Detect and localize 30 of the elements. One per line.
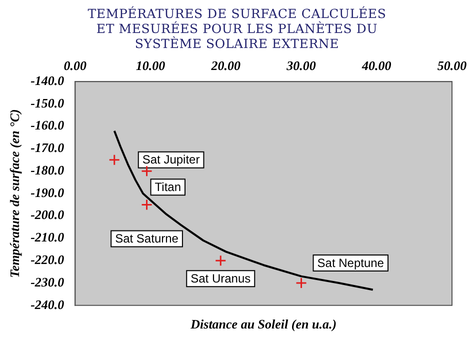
y-tick-label: -230.0 bbox=[30, 274, 65, 290]
x-tick-label: 40.00 bbox=[361, 58, 392, 74]
x-tick-label: 30.00 bbox=[286, 58, 316, 74]
point bbox=[141, 165, 153, 177]
point bbox=[214, 254, 226, 266]
x-tick-label: 50.00 bbox=[437, 58, 468, 74]
annotation: Sat Saturne bbox=[115, 232, 179, 246]
y-tick-label: -200.0 bbox=[30, 207, 65, 222]
y-tick-label: -150.0 bbox=[30, 95, 65, 110]
y-tick-label: -210.0 bbox=[30, 230, 65, 245]
y-tick-label: -170.0 bbox=[30, 140, 65, 156]
annotation: Sat Jupiter bbox=[142, 152, 200, 167]
annotation: Sat Neptune bbox=[317, 256, 384, 270]
x-tick-label: 10.00 bbox=[136, 58, 166, 74]
point bbox=[141, 198, 153, 210]
y-tick-label: -180.0 bbox=[30, 162, 65, 178]
chart-title: TEMPÉRATURES DE SURFACE CALCULÉES ET MESURÉES POUR LES PLANÈTES DU SYSTÈME SOLAIRE EXTERNE bbox=[87, 6, 387, 53]
point bbox=[296, 277, 308, 289]
x-axis-title: Distance au Soleil (en u.a.) bbox=[190, 316, 337, 332]
y-tick-label: -220.0 bbox=[30, 252, 65, 267]
annotation: Sat Uranus bbox=[190, 271, 251, 286]
x-tick-label: 0.00 bbox=[64, 58, 88, 74]
y-axis-title: Température de surface (en °C) bbox=[7, 109, 22, 278]
y-tick-label: -160.0 bbox=[30, 118, 65, 133]
x-tick-label: 20.00 bbox=[210, 58, 242, 74]
y-tick-label: -140.0 bbox=[30, 72, 65, 88]
point bbox=[108, 154, 120, 166]
y-tick-label: -190.0 bbox=[30, 184, 65, 200]
y-tick-label: -240.0 bbox=[30, 296, 65, 312]
annotation: Titan bbox=[154, 180, 182, 194]
